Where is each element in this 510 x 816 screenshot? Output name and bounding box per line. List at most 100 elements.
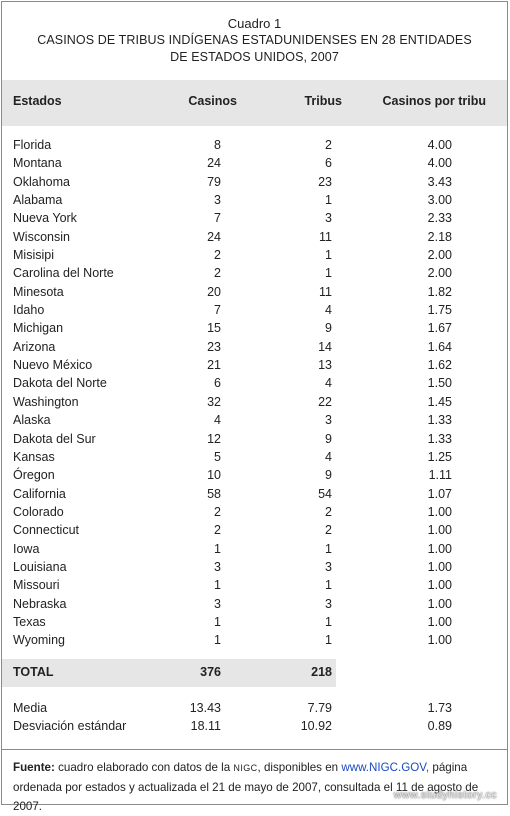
source-link[interactable]: www.NIGC.GOV, (341, 761, 430, 774)
total-row: TOTAL 376 218 (2, 659, 507, 687)
cell-casinos-por-tribu: 1.67 (427, 321, 452, 336)
table-row: Wyoming 1 1 1.00 (2, 631, 507, 649)
cell-casinos-por-tribu: 1.00 (427, 633, 452, 648)
cell-estado: Michigan (13, 321, 64, 336)
cell-estado: Wisconsin (13, 229, 70, 244)
cell-casinos: 21 (207, 358, 221, 373)
source-note: Fuente: cuadro elaborado con datos de la… (2, 749, 507, 816)
cell-tribus: 13 (318, 358, 332, 373)
table-row: Alabama 3 1 3.00 (2, 191, 507, 209)
cell-casinos: 3 (214, 559, 221, 574)
cell-tribus: 22 (318, 394, 332, 409)
cell-casinos-por-tribu: 2.33 (427, 211, 452, 226)
cell-estado: Oklahoma (13, 174, 70, 189)
cell-casinos-por-tribu: 3.43 (427, 174, 452, 189)
cell-estado: Dakota del Norte (13, 376, 107, 391)
cell-tribus: 3 (325, 559, 332, 574)
table-row: Misisipi 2 1 2.00 (2, 246, 507, 264)
cell-tribus: 10.92 (300, 719, 332, 734)
cell-estado: Nuevo México (13, 358, 93, 373)
cell-casinos: 1 (214, 541, 221, 556)
cell-casinos: 8 (214, 138, 221, 152)
cell-tribus: 4 (325, 376, 332, 391)
table-title-line1: CASINOS DE TRIBUS INDÍGENAS ESTADUNIDENS… (37, 33, 472, 47)
cell-casinos-por-tribu: 2.00 (427, 248, 452, 263)
cell-estado: Arizona (13, 339, 56, 354)
cell-casinos-por-tribu: 1.73 (427, 701, 452, 715)
cell-casinos: 3 (214, 596, 221, 611)
cell-casinos-por-tribu: 4.00 (427, 156, 452, 171)
table-row: Óregon 10 9 1.11 (2, 466, 507, 484)
cell-casinos-por-tribu: 1.25 (427, 449, 452, 464)
table-body: Florida 8 2 4.00 Montana 24 6 4.00 Oklahoma 79 23 3… (2, 126, 507, 659)
cell-tribus: 2 (325, 504, 332, 519)
table-row: Wisconsin 24 11 2.18 (2, 228, 507, 246)
summary-stats: Media 13.43 7.79 1.73 Desviación estándar 18.… (2, 687, 507, 749)
cell-estado: Montana (13, 156, 62, 171)
cell-estado: Alaska (13, 413, 51, 428)
cell-tribus: 1 (325, 541, 332, 556)
cell-casinos: 20 (207, 284, 221, 299)
table-row: Connecticut 2 2 1.00 (2, 521, 507, 539)
table-row: Minesota 20 11 1.82 (2, 283, 507, 301)
table-row: Montana 24 6 4.00 (2, 154, 507, 172)
table-row: Oklahoma 79 23 3.43 (2, 173, 507, 191)
cell-casinos-por-tribu: 2.00 (427, 266, 452, 281)
cell-casinos: 58 (207, 486, 221, 501)
cell-estado: Texas (13, 614, 46, 629)
cell-casinos: 2 (214, 266, 221, 281)
table-row: Michigan 15 9 1.67 (2, 319, 507, 337)
table-header: Cuadro 1 CASINOS DE TRIBUS INDÍGENAS EST… (2, 2, 507, 80)
cell-tribus: 1 (325, 614, 332, 629)
cell-casinos-por-tribu: 2.18 (427, 229, 452, 244)
cell-tribus: 9 (325, 468, 332, 483)
table-row: Missouri 1 1 1.00 (2, 576, 507, 594)
cell-casinos: 79 (207, 174, 221, 189)
cell-estado: Alabama (13, 193, 63, 208)
cell-tribus: 9 (325, 321, 332, 336)
cell-casinos: 23 (207, 339, 221, 354)
cell-estado: Minesota (13, 284, 64, 299)
source-label: Fuente: (13, 761, 55, 774)
cell-casinos-por-tribu: 1.33 (427, 431, 452, 446)
cell-tribus: 6 (325, 156, 332, 171)
table-row: Nebraska 3 3 1.00 (2, 595, 507, 613)
cell-estado: Colorado (13, 504, 64, 519)
cell-tribus: 3 (325, 596, 332, 611)
cell-casinos: 10 (207, 468, 221, 483)
cell-tribus: 11 (319, 229, 332, 244)
cell-tribus: 54 (318, 486, 332, 501)
cell-casinos-por-tribu: 0.89 (427, 719, 452, 734)
table-row: Carolina del Norte 2 1 2.00 (2, 264, 507, 282)
cell-casinos-por-tribu: 1.50 (427, 376, 452, 391)
cell-estado: Missouri (13, 578, 60, 593)
stats-row: Desviación estándar 18.11 10.92 0.89 (2, 717, 507, 735)
cell-casinos-por-tribu: 1.00 (427, 614, 452, 629)
cell-casinos: 2 (214, 504, 221, 519)
col-header-estados: Estados (13, 94, 62, 108)
cell-estado: Louisiana (13, 559, 67, 574)
col-header-casinos: Casinos (188, 94, 237, 108)
table-row: Iowa 1 1 1.00 (2, 540, 507, 558)
table-row: Louisiana 3 3 1.00 (2, 558, 507, 576)
total-empty-cell (336, 659, 507, 687)
watermark: www.studyhistory.cc (393, 789, 497, 801)
cell-casinos: 2 (214, 523, 221, 538)
cell-estado: Desviación estándar (13, 719, 127, 734)
cell-estado: Dakota del Sur (13, 431, 96, 446)
cell-estado: Nueva York (13, 211, 77, 226)
cell-tribus: 4 (325, 303, 332, 318)
cell-casinos: 24 (207, 229, 221, 244)
table-title-line2: DE ESTADOS UNIDOS, 2007 (170, 50, 339, 64)
cell-casinos: 1 (214, 633, 221, 648)
table-row: Dakota del Norte 6 4 1.50 (2, 374, 507, 392)
cell-estado: Florida (13, 138, 52, 152)
cell-estado: Iowa (13, 541, 40, 556)
table-row: Arizona 23 14 1.64 (2, 338, 507, 356)
table-row: Dakota del Sur 12 9 1.33 (2, 430, 507, 448)
cell-casinos-por-tribu: 1.00 (427, 578, 452, 593)
cell-casinos-por-tribu: 1.07 (427, 486, 452, 501)
cell-casinos: 4 (214, 413, 221, 428)
cell-casinos-por-tribu: 1.00 (427, 523, 452, 538)
